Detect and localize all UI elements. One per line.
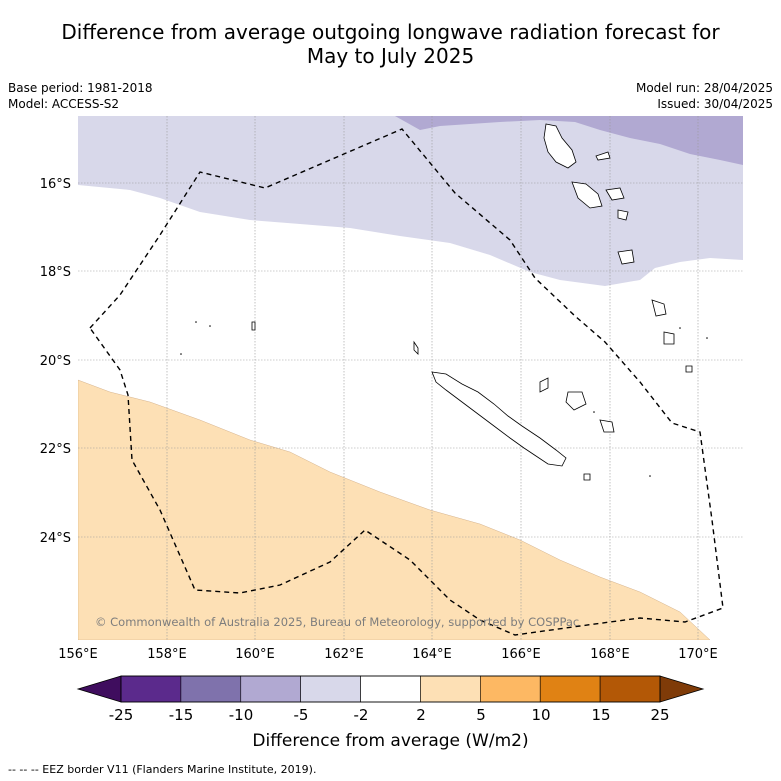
anomaly-region-plus-2-to-plus-5 <box>78 379 711 640</box>
new-caledonia-island <box>431 371 567 467</box>
small-islets <box>180 321 708 477</box>
colorbar-cell <box>420 675 481 703</box>
chesterfield-islet <box>251 321 256 331</box>
loyalty-lifou <box>565 391 587 411</box>
lon-label: 162°E <box>324 647 364 662</box>
lat-label: 16°S <box>40 177 71 192</box>
colorbar-high-extension <box>659 675 705 703</box>
vanuatu-espiritu-santo <box>543 123 577 169</box>
colorbar-cell <box>300 675 361 703</box>
coastlines <box>251 123 693 481</box>
lat-label: 24°S <box>40 531 71 546</box>
anomaly-region-minus-5-to-minus-10 <box>395 116 743 165</box>
colorbar-tick: -2 <box>354 706 369 724</box>
colorbar-cell <box>240 675 301 703</box>
map-area: © Commonwealth of Australia 2025, Bureau… <box>78 116 743 640</box>
base-period: Base period: 1981-2018 <box>8 81 153 95</box>
title-line-1: Difference from average outgoing longwav… <box>61 20 720 44</box>
colorbar-cell <box>480 675 541 703</box>
lat-label: 20°S <box>40 354 71 369</box>
colorbar-cell <box>120 675 182 703</box>
vanuatu-malekula <box>571 181 603 209</box>
lon-label: 166°E <box>501 647 541 662</box>
vanuatu-efate <box>605 187 625 201</box>
graticule <box>78 116 743 640</box>
colorbar-tick: 2 <box>416 706 426 724</box>
colorbar-low-extension <box>76 675 122 703</box>
model-run: Model run: 28/04/2025 <box>635 81 773 95</box>
lon-label: 158°E <box>147 647 187 662</box>
colorbar: -25 -15 -10 -5 -2 2 5 10 15 25 <box>76 675 705 724</box>
loyalty-mare <box>599 419 615 433</box>
colorbar-cell <box>360 675 421 703</box>
lon-label: 168°E <box>590 647 630 662</box>
reef-islet-east <box>685 365 693 373</box>
model-name: Model: ACCESS-S2 <box>8 97 120 111</box>
colorbar-tick: 15 <box>591 706 610 724</box>
colorbar-tick: -15 <box>169 706 194 724</box>
lat-label: 22°S <box>40 442 71 457</box>
colorbar-tick: -25 <box>109 706 134 724</box>
colorbar-cell <box>539 675 601 703</box>
anomaly-region-minus-2-to-minus-5 <box>78 116 743 286</box>
colorbar-outline <box>120 675 661 703</box>
title-line-2: May to July 2025 <box>306 44 475 68</box>
matthew-island <box>651 299 667 317</box>
meta-right: Model run: 28/04/2025 Issued: 30/04/2025 <box>636 80 773 112</box>
lon-label: 164°E <box>412 647 452 662</box>
colorbar-label: Difference from average (W/m2) <box>252 731 529 751</box>
latitude-labels: 16°S 18°S 20°S 22°S 24°S <box>40 177 71 546</box>
colorbar-tick: 10 <box>531 706 550 724</box>
isle-of-pines <box>583 473 591 481</box>
map-title: Difference from average outgoing longwav… <box>0 20 781 68</box>
eez-footnote: -- -- -- EEZ border V11 (Flanders Marine… <box>8 763 317 776</box>
hunter-island <box>663 331 675 345</box>
lon-label: 160°E <box>235 647 275 662</box>
lon-label: 156°E <box>58 647 98 662</box>
meta-left: Base period: 1981-2018 Model: ACCESS-S2 <box>8 80 153 112</box>
colorbar-tick: -5 <box>294 706 309 724</box>
lon-label: 170°E <box>678 647 718 662</box>
colorbar-cells <box>120 675 661 703</box>
vanuatu-erromango <box>617 209 629 221</box>
loyalty-ouvea <box>539 377 549 393</box>
longitude-labels: 156°E 158°E 160°E 162°E 164°E 166°E 168°… <box>58 647 718 662</box>
issued-date: Issued: 30/04/2025 <box>657 97 773 111</box>
colorbar-tick: 5 <box>476 706 486 724</box>
belep-islands <box>413 340 419 355</box>
lat-label: 18°S <box>40 265 71 280</box>
eez-border <box>89 128 724 636</box>
colorbar-ticks: -25 -15 -10 -5 -2 2 5 10 15 25 <box>109 706 670 724</box>
colorbar-tick: 25 <box>650 706 669 724</box>
colorbar-cell <box>180 675 242 703</box>
copyright-text: © Commonwealth of Australia 2025, Bureau… <box>95 615 579 629</box>
colorbar-tick: -10 <box>229 706 254 724</box>
vanuatu-banks-islet <box>595 151 611 161</box>
colorbar-cell <box>599 675 661 703</box>
vanuatu-tanna <box>617 249 635 265</box>
